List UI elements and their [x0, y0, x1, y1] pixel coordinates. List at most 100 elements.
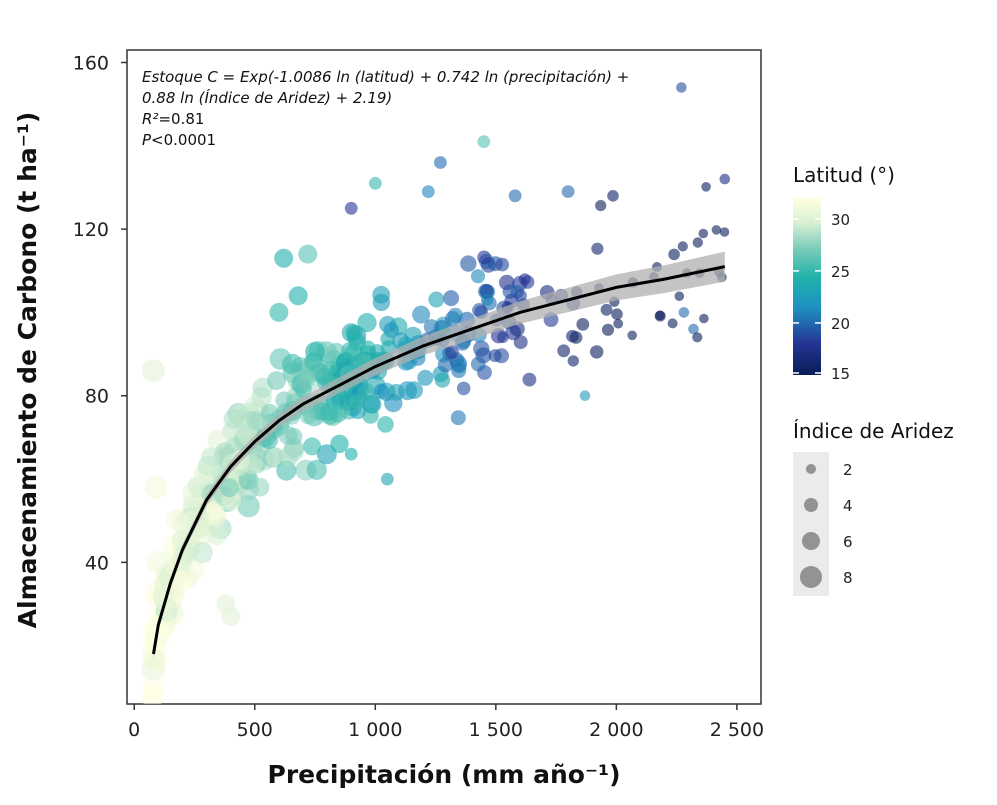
data-point — [300, 407, 317, 425]
data-point — [688, 323, 699, 335]
data-point — [566, 329, 579, 343]
data-point — [488, 349, 502, 363]
x-axis: 0 500 1 000 1 500 2 000 2 500 — [128, 704, 764, 741]
data-point — [611, 308, 623, 321]
data-point — [282, 353, 303, 375]
data-point — [329, 405, 348, 423]
fit-curve — [152, 265, 726, 655]
fit-line — [152, 265, 726, 655]
data-point — [434, 372, 451, 388]
data-point — [677, 241, 688, 252]
data-point — [144, 649, 166, 672]
data-point — [607, 190, 619, 202]
latitude-colorbar — [793, 198, 821, 375]
data-point — [595, 200, 607, 212]
data-point — [303, 437, 322, 456]
aridity-legend-label: 2 — [843, 461, 853, 479]
data-point — [692, 237, 703, 248]
x-tick-label: 2 000 — [589, 719, 643, 741]
r-squared-value: =0.81 — [158, 110, 204, 128]
data-point — [567, 355, 579, 367]
data-point — [201, 447, 221, 467]
x-tick-label: 500 — [237, 719, 273, 741]
data-point — [288, 286, 308, 306]
latitude-legend: Latitud (°) 15 20 25 30 — [793, 163, 895, 383]
data-point — [250, 477, 270, 497]
data-point — [369, 344, 385, 360]
y-axis-title: Almacenamiento de Carbono (t ha⁻¹) — [13, 112, 42, 629]
data-point — [451, 358, 467, 374]
data-point — [600, 303, 613, 316]
latitude-legend-title: Latitud (°) — [793, 163, 895, 187]
data-point — [278, 447, 299, 467]
data-point — [601, 323, 615, 336]
data-point — [613, 318, 624, 329]
data-point — [388, 383, 405, 401]
data-point — [216, 594, 236, 614]
colorbar-tick-label: 15 — [831, 365, 850, 383]
data-point — [412, 305, 431, 324]
data-point — [285, 427, 303, 446]
data-point — [191, 541, 213, 564]
data-point — [460, 255, 477, 272]
data-point — [561, 185, 575, 199]
data-point — [443, 290, 460, 307]
x-tick-label: 2 500 — [710, 719, 764, 741]
data-point — [428, 291, 445, 308]
data-point — [165, 508, 188, 531]
y-tick-label: 120 — [73, 219, 109, 241]
data-point — [557, 344, 571, 358]
data-point — [372, 293, 391, 312]
data-point — [296, 370, 314, 388]
aridity-legend-label: 4 — [843, 497, 853, 515]
data-point — [237, 495, 260, 518]
aridity-legend: Índice de Aridez 2 4 6 8 — [793, 419, 954, 596]
data-point — [674, 291, 685, 302]
data-point — [357, 313, 377, 333]
equation-line-1: Estoque C = Exp(-1.0086 ln (latitud) + 0… — [142, 68, 629, 86]
data-point — [207, 525, 228, 546]
data-point — [304, 353, 322, 370]
data-point — [692, 332, 703, 343]
y-tick-label: 160 — [73, 52, 109, 74]
aridity-legend-key — [803, 497, 819, 513]
data-point — [434, 156, 447, 169]
data-point — [141, 359, 166, 383]
data-point — [522, 372, 537, 387]
y-axis: 40 80 120 160 — [73, 52, 127, 574]
equation-line-2: 0.88 ln (Índice de Aridez) + 2.19) — [142, 88, 392, 107]
data-point — [480, 293, 494, 306]
colorbar-tick-label: 20 — [831, 315, 850, 333]
data-point — [497, 331, 509, 344]
r-squared: R²=0.81 — [142, 110, 204, 128]
aridity-legend-key — [801, 531, 821, 551]
data-point — [380, 331, 395, 347]
data-point — [345, 324, 363, 342]
data-point — [275, 391, 293, 410]
data-point — [470, 269, 486, 284]
data-point — [330, 434, 349, 454]
p-value-value: <0.0001 — [151, 131, 216, 149]
data-point — [579, 390, 591, 402]
data-point — [344, 447, 358, 461]
data-point — [678, 307, 690, 318]
p-value-label: P — [142, 131, 152, 149]
x-tick-label: 0 — [128, 719, 140, 741]
aridity-legend-key — [805, 463, 817, 475]
aridity-legend-label: 6 — [843, 533, 853, 551]
data-point — [368, 176, 382, 190]
data-point — [495, 257, 510, 272]
data-point — [698, 228, 709, 239]
data-point — [470, 356, 486, 372]
data-point — [576, 318, 590, 331]
data-point — [514, 289, 527, 303]
data-point — [711, 225, 722, 235]
data-point — [362, 407, 379, 424]
data-point — [316, 444, 337, 465]
data-point — [341, 342, 359, 360]
data-point — [306, 459, 327, 480]
aridity-legend-label: 8 — [843, 569, 853, 587]
data-point — [719, 173, 731, 185]
data-point — [260, 404, 279, 422]
